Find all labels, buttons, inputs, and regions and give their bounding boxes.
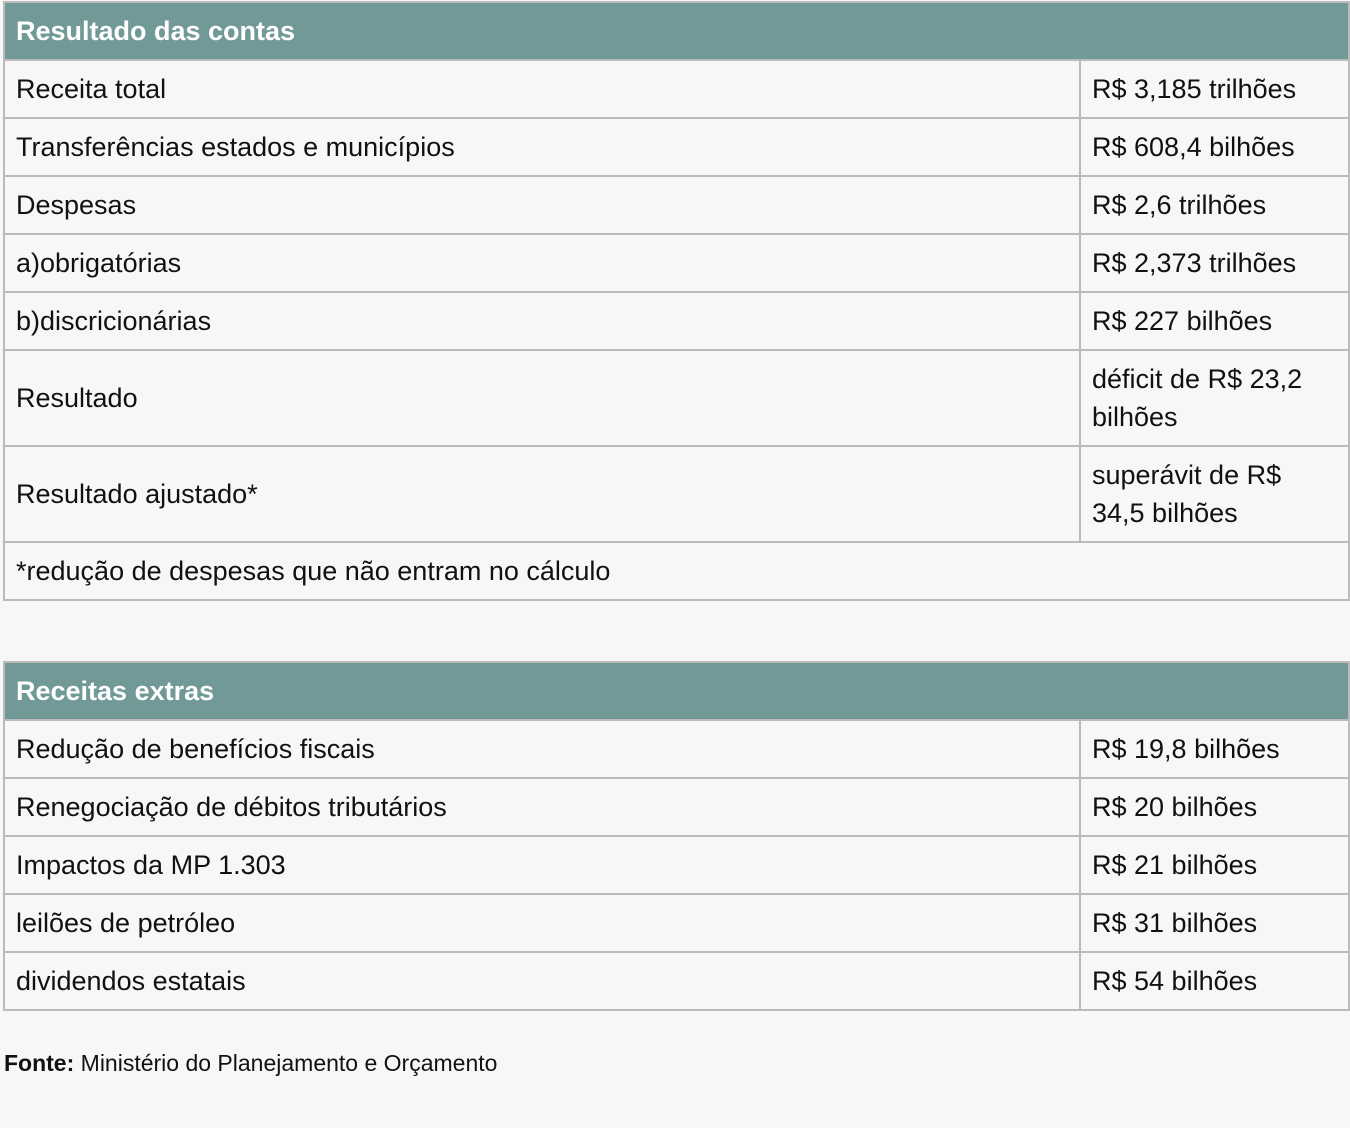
row-label: Resultado ajustado* [3,445,1081,543]
row-label: Renegociação de débitos tributários [3,777,1081,837]
table-row: Resultado déficit de R$ 23,2 bilhões [3,349,1350,447]
row-value: R$ 608,4 bilhões [1079,117,1350,177]
footnote: *redução de despesas que não entram no c… [3,541,1350,601]
row-label: Despesas [3,175,1081,235]
extra-revenue-table: Receitas extras Redução de benefícios fi… [3,661,1350,1011]
row-value: R$ 227 bilhões [1079,291,1350,351]
row-label: a)obrigatórias [3,233,1081,293]
table-title: Resultado das contas [3,1,1350,61]
row-value: R$ 19,8 bilhões [1079,719,1350,779]
row-label: leilões de petróleo [3,893,1081,953]
table-row: leilões de petróleo R$ 31 bilhões [3,893,1350,953]
table-row: b)discricionárias R$ 227 bilhões [3,291,1350,351]
footnote-row: *redução de despesas que não entram no c… [3,541,1350,601]
table-row: Receita total R$ 3,185 trilhões [3,59,1350,119]
row-value: R$ 31 bilhões [1079,893,1350,953]
row-label: Redução de benefícios fiscais [3,719,1081,779]
row-label: dividendos estatais [3,951,1081,1011]
source-note: Fonte: Ministério do Planejamento e Orça… [4,1050,497,1077]
table-row: Despesas R$ 2,6 trilhões [3,175,1350,235]
row-label: b)discricionárias [3,291,1081,351]
table-title: Receitas extras [3,661,1350,721]
row-value: R$ 21 bilhões [1079,835,1350,895]
table-row: Impactos da MP 1.303 R$ 21 bilhões [3,835,1350,895]
row-value: R$ 2,373 trilhões [1079,233,1350,293]
table-row: a)obrigatórias R$ 2,373 trilhões [3,233,1350,293]
table-row: Redução de benefícios fiscais R$ 19,8 bil… [3,719,1350,779]
source-label: Fonte: [4,1050,75,1076]
row-value: R$ 20 bilhões [1079,777,1350,837]
row-value: déficit de R$ 23,2 bilhões [1079,349,1350,447]
row-label: Resultado [3,349,1081,447]
row-value: R$ 3,185 trilhões [1079,59,1350,119]
row-label: Transferências estados e municípios [3,117,1081,177]
table-row: dividendos estatais R$ 54 bilhões [3,951,1350,1011]
row-value: R$ 54 bilhões [1079,951,1350,1011]
table-row: Resultado ajustado* superávit de R$ 34,5 … [3,445,1350,543]
row-value: superávit de R$ 34,5 bilhões [1079,445,1350,543]
table-row: Transferências estados e municípios R$ 60… [3,117,1350,177]
row-label: Receita total [3,59,1081,119]
row-label: Impactos da MP 1.303 [3,835,1081,895]
source-text: Ministério do Planejamento e Orçamento [80,1050,498,1076]
row-value: R$ 2,6 trilhões [1079,175,1350,235]
results-table: Resultado das contas Receita total R$ 3,1… [3,1,1350,601]
table-row: Renegociação de débitos tributários R$ 20… [3,777,1350,837]
